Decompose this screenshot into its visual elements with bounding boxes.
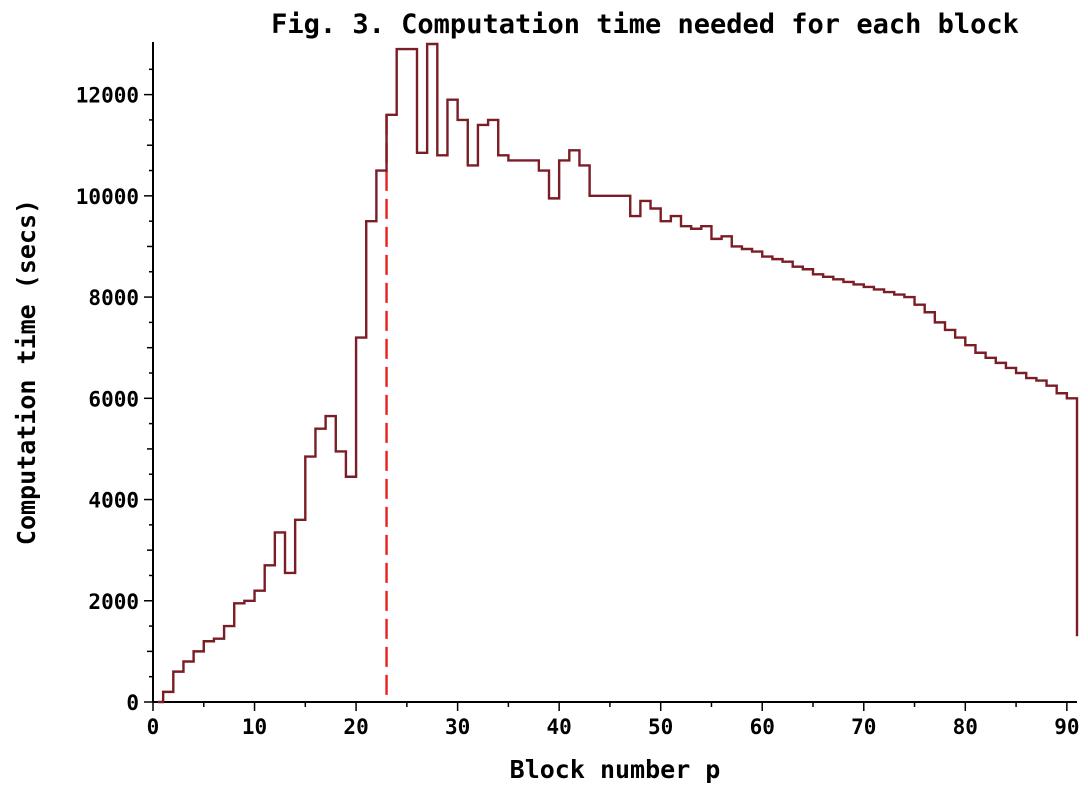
y-tick-label: 0	[126, 691, 139, 715]
x-tick-label: 50	[648, 715, 673, 739]
axes	[152, 42, 1077, 703]
y-tick-label: 8000	[88, 286, 139, 310]
y-tick-label: 12000	[76, 84, 139, 108]
series-line	[158, 42, 1079, 704]
x-ticks: 0 10 20 30 40 50 60 70 80 90	[147, 702, 1079, 739]
x-tick-label: 70	[851, 715, 876, 739]
x-axis-label: Block number p	[510, 755, 721, 784]
x-tick-label: 20	[343, 715, 368, 739]
x-tick-label: 0	[147, 715, 160, 739]
chart-title: Fig. 3. Computation time needed for each…	[271, 9, 1019, 40]
x-tick-label: 30	[445, 715, 470, 739]
x-tick-label: 60	[750, 715, 775, 739]
y-tick-label: 2000	[88, 590, 139, 614]
y-axis-label: Computation time (secs)	[12, 199, 41, 545]
x-tick-label: 40	[547, 715, 572, 739]
y-ticks: 0 2000 4000 6000 8000 10000 12000	[76, 68, 153, 715]
x-tick-label: 90	[1054, 715, 1079, 739]
x-tick-label: 10	[242, 715, 267, 739]
y-tick-label: 4000	[88, 489, 139, 513]
y-tick-label: 10000	[76, 185, 139, 209]
x-tick-label: 80	[953, 715, 978, 739]
y-tick-label: 6000	[88, 387, 139, 411]
